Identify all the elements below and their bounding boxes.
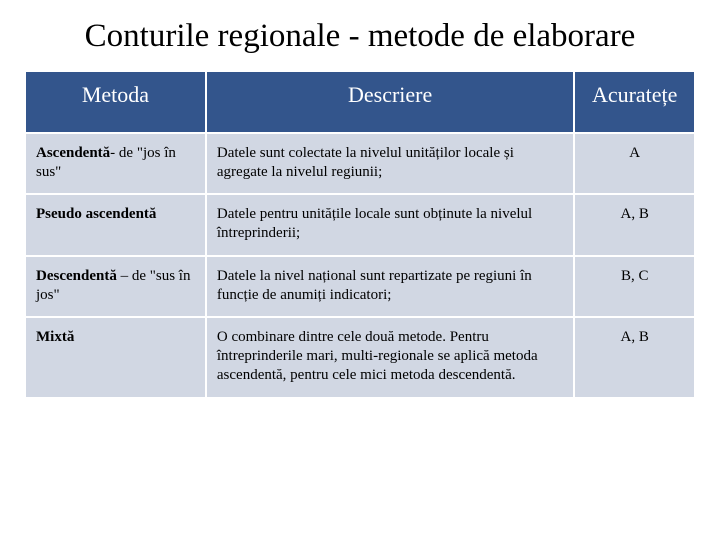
cell-method: Pseudo ascendentă xyxy=(25,194,206,256)
cell-accuracy: A, B xyxy=(574,317,695,397)
method-bold: Descendentă xyxy=(36,268,117,284)
table-row: Ascendentă- de "jos în sus" Datele sunt … xyxy=(25,133,695,195)
cell-accuracy: A, B xyxy=(574,194,695,256)
page-title: Conturile regionale - metode de elaborar… xyxy=(24,18,696,56)
cell-accuracy: A xyxy=(574,133,695,195)
table-row: Mixtă O combinare dintre cele două metod… xyxy=(25,317,695,397)
table-row: Descendentă – de "sus în jos" Datele la … xyxy=(25,256,695,318)
cell-method: Descendentă – de "sus în jos" xyxy=(25,256,206,318)
col-header-accuracy: Acuratețe xyxy=(574,71,695,133)
table-row: Pseudo ascendentă Datele pentru unitățil… xyxy=(25,194,695,256)
col-header-method: Metoda xyxy=(25,71,206,133)
method-bold: Mixtă xyxy=(36,329,74,345)
cell-method: Mixtă xyxy=(25,317,206,397)
table-header-row: Metoda Descriere Acuratețe xyxy=(25,71,695,133)
cell-description: Datele sunt colectate la nivelul unități… xyxy=(206,133,575,195)
method-bold: Ascendentă xyxy=(36,145,110,161)
cell-description: Datele la nivel național sunt repartizat… xyxy=(206,256,575,318)
methods-table: Metoda Descriere Acuratețe Ascendentă- d… xyxy=(24,70,696,399)
cell-description: O combinare dintre cele două metode. Pen… xyxy=(206,317,575,397)
slide: Conturile regionale - metode de elaborar… xyxy=(0,0,720,540)
method-bold: Pseudo ascendentă xyxy=(36,206,156,222)
cell-method: Ascendentă- de "jos în sus" xyxy=(25,133,206,195)
col-header-description: Descriere xyxy=(206,71,575,133)
cell-accuracy: B, C xyxy=(574,256,695,318)
cell-description: Datele pentru unitățile locale sunt obți… xyxy=(206,194,575,256)
